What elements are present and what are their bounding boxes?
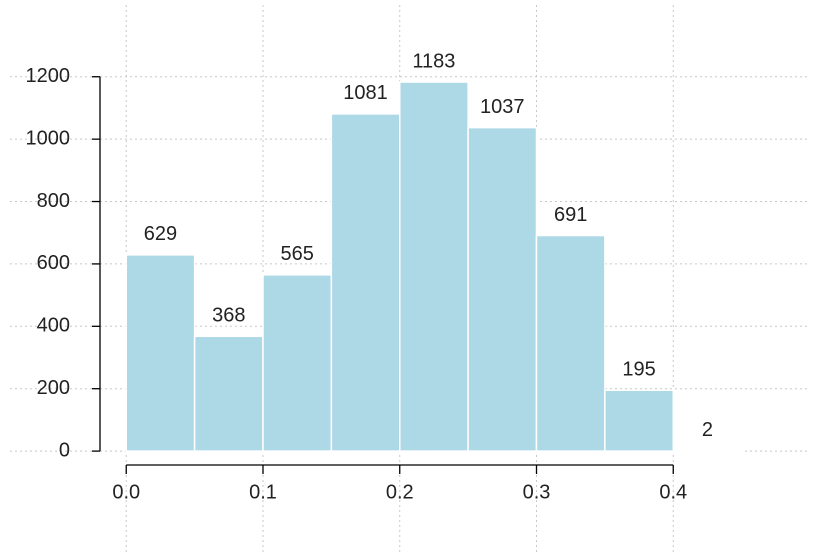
y-tick-label: 1000 xyxy=(26,127,71,149)
x-tick-label: 0.3 xyxy=(523,481,551,503)
x-tick-label: 0.4 xyxy=(659,481,687,503)
x-tick-label: 0.0 xyxy=(112,481,140,503)
value-label: 691 xyxy=(554,204,587,226)
bar xyxy=(467,126,538,452)
y-tick-label: 1200 xyxy=(26,65,71,87)
y-tick-label: 200 xyxy=(37,377,70,399)
bar xyxy=(398,81,469,452)
value-label: 1081 xyxy=(343,82,388,104)
value-label: 629 xyxy=(144,223,177,245)
y-tick-label: 0 xyxy=(59,439,70,461)
value-label: 565 xyxy=(280,243,313,265)
value-label: 1183 xyxy=(412,50,455,72)
bar xyxy=(672,449,743,452)
x-tick-label: 0.1 xyxy=(249,481,277,503)
bar xyxy=(262,274,333,452)
y-tick-label: 600 xyxy=(37,252,70,274)
bar xyxy=(330,113,401,452)
value-label: 195 xyxy=(622,359,655,381)
bar xyxy=(535,234,606,452)
y-tick-label: 800 xyxy=(37,190,70,212)
value-label: 368 xyxy=(212,305,245,327)
x-tick-label: 0.2 xyxy=(386,481,414,503)
bar xyxy=(125,254,196,452)
bar xyxy=(604,389,674,452)
y-tick-label: 400 xyxy=(37,315,70,337)
value-label: 1037 xyxy=(480,96,525,118)
value-label: 2 xyxy=(702,419,713,441)
bar xyxy=(193,335,264,452)
